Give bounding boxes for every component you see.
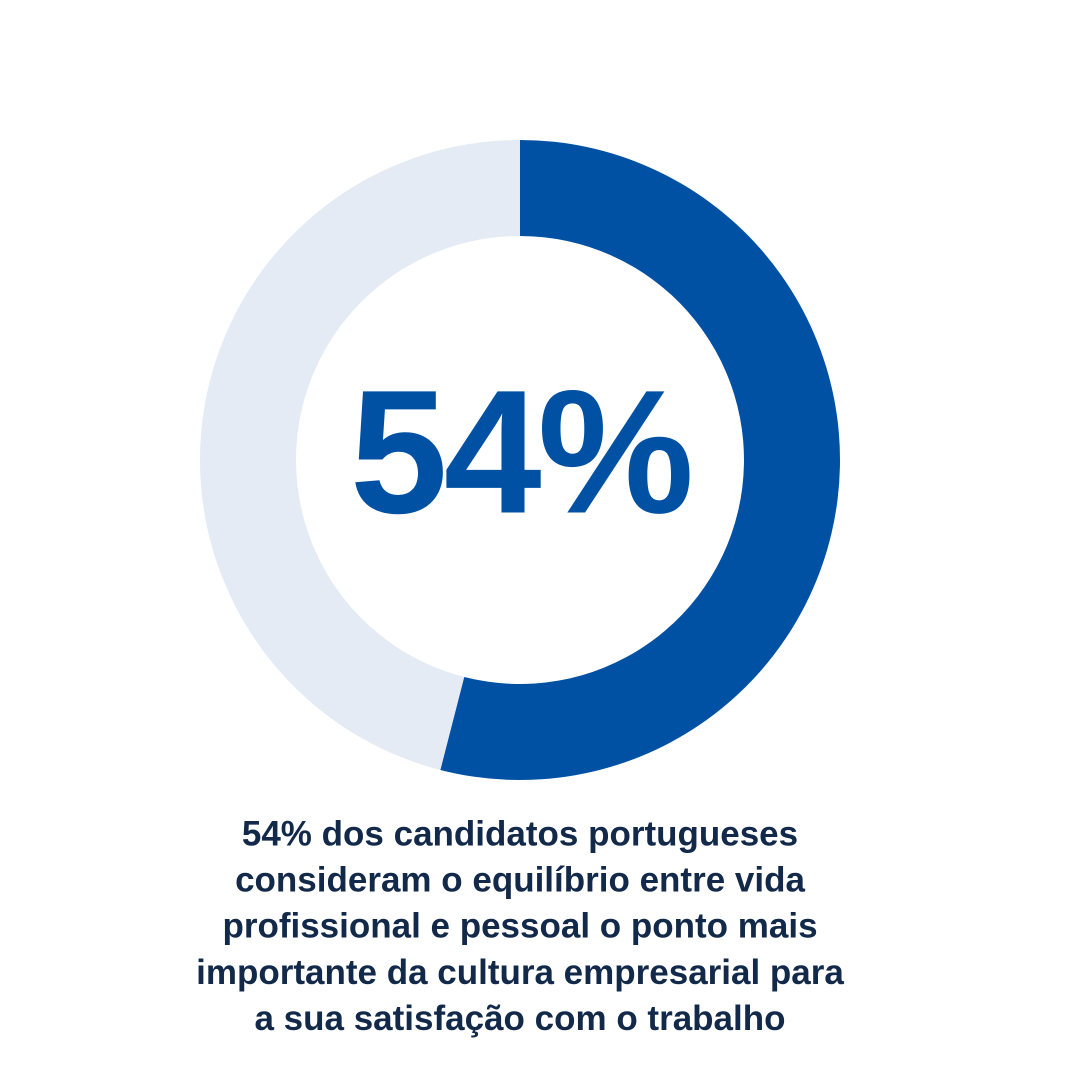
caption-line: 54% dos candidatos portugueses — [242, 814, 798, 853]
caption-line: profissional e pessoal o ponto mais — [222, 907, 817, 946]
caption-line: a sua satisfação com o trabalho — [254, 999, 785, 1038]
donut-segment — [440, 140, 841, 780]
caption-line: importante da cultura empresarial para — [196, 953, 844, 992]
caption-line: consideram o equilíbrio entre vida — [235, 860, 805, 899]
center-value-label: 54% — [350, 354, 690, 550]
